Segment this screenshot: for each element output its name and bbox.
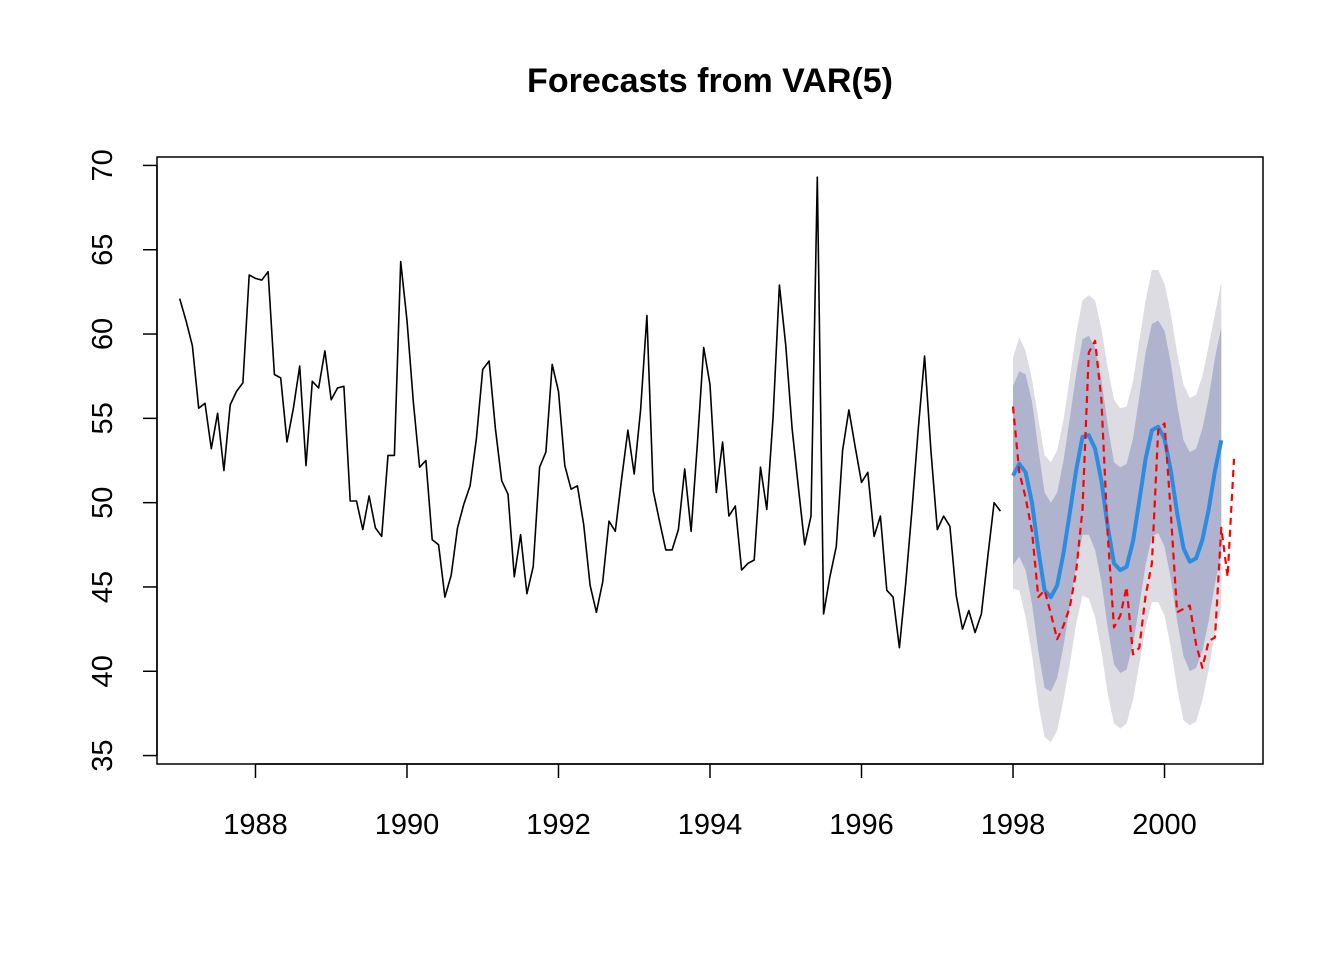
y-tick-label: 60: [87, 318, 119, 350]
y-tick-label: 50: [87, 487, 119, 519]
x-tick-label: 1998: [981, 809, 1046, 841]
y-tick-label: 45: [87, 571, 119, 603]
x-axis: 1988 1990 1992 1994 1996 1998 2000: [223, 763, 1197, 841]
series-lines: [178, 176, 1236, 669]
y-tick-label: 55: [87, 402, 119, 434]
y-axis: 35 40 45 50 55 60 65 70: [87, 149, 158, 772]
x-tick-label: 1994: [678, 809, 743, 841]
x-tick-label: 1990: [375, 809, 440, 841]
x-tick-label: 1988: [223, 809, 288, 841]
y-tick-label: 40: [87, 655, 119, 687]
band-80: [1013, 320, 1222, 692]
history-line: [178, 176, 1002, 649]
x-tick-label: 2000: [1132, 809, 1197, 841]
forecast-mean-line: [1011, 424, 1224, 600]
actual-test-line: [1011, 339, 1236, 669]
chart-title: Forecasts from VAR(5): [527, 62, 893, 100]
y-tick-label: 70: [87, 149, 119, 181]
x-tick-label: 1996: [829, 809, 894, 841]
y-tick-label: 65: [87, 234, 119, 266]
x-tick-label: 1992: [526, 809, 591, 841]
prediction-intervals: [1013, 270, 1222, 743]
y-tick-label: 35: [87, 739, 119, 771]
